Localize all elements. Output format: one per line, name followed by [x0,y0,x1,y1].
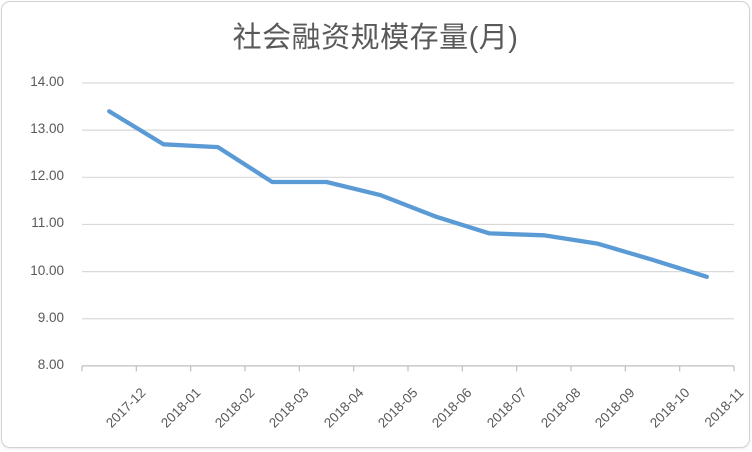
y-axis-tick-label: 13.00 [30,121,64,137]
gridlines [82,82,734,320]
y-axis-tick-label: 8.00 [37,356,64,372]
y-axis-tick-label: 10.00 [30,262,64,278]
y-axis-tick-label: 14.00 [30,74,64,89]
series-line-group [107,109,709,279]
series-line [107,109,709,279]
x-axis-line [81,365,735,372]
chart-title: 社会融资规模存量(月) [232,22,519,54]
y-axis-tick-label: 11.00 [31,215,64,231]
y-axis-tick-label: 12.00 [30,168,64,184]
y-axis-tick-label: 9.00 [37,309,64,325]
